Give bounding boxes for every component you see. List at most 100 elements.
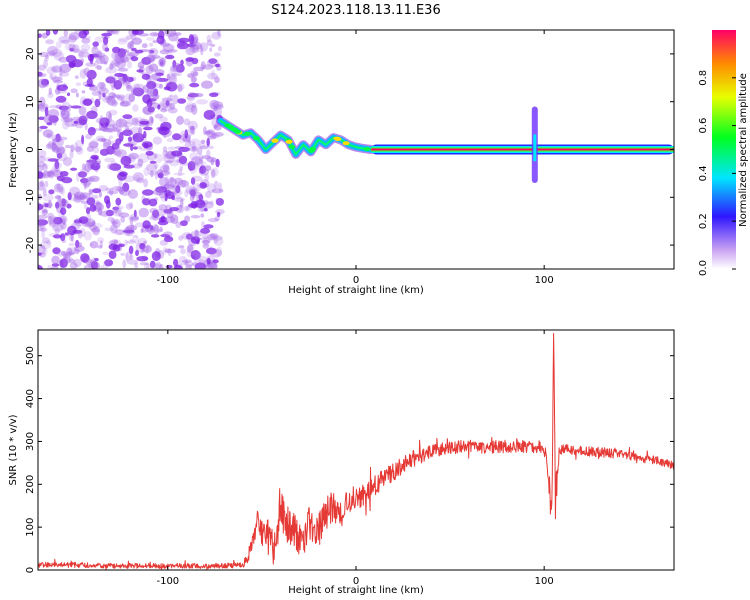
- spectrogram-noise-speckle: [59, 171, 69, 177]
- spectrogram-noise-speckle: [56, 152, 63, 159]
- spectrogram-noise-speckle: [53, 183, 64, 193]
- spectrogram-noise-speckle: [114, 72, 125, 77]
- spectrogram-noise-speckle: [69, 233, 74, 242]
- spectrogram-noise-speckle: [69, 186, 80, 196]
- spectrogram-noise-speckle: [206, 138, 210, 147]
- spectrogram-noise-speckle: [78, 51, 90, 58]
- spectrogram-noise-speckle: [62, 174, 69, 183]
- spectrogram-noise-speckle: [196, 99, 209, 105]
- spectrogram-noise-speckle: [154, 113, 164, 119]
- spectrogram-noise-speckle: [142, 189, 154, 196]
- spectrogram-noise-speckle: [200, 139, 206, 145]
- spectrogram-noise-speckle: [80, 200, 89, 204]
- spectrogram-noise-speckle: [54, 160, 60, 170]
- spectrogram-noise-speckle: [64, 232, 69, 236]
- spectrogram-noise-speckle: [51, 141, 57, 152]
- spectrogram-noise-speckle: [69, 149, 74, 159]
- spectrogram-noise-speckle: [103, 36, 109, 46]
- spectrogram-noise-speckle: [188, 244, 195, 251]
- spectrogram-noise-speckle: [187, 73, 194, 78]
- spectrogram-noise-speckle: [117, 67, 129, 72]
- spectrogram-noise-speckle: [166, 189, 172, 196]
- spectrogram-noise-speckle: [92, 220, 96, 225]
- spectrogram-noise-speckle: [213, 180, 219, 189]
- spectrogram-noise-speckle: [184, 142, 192, 148]
- spectrogram-noise-speckle: [186, 244, 194, 254]
- spectrogram-x-tick-label: 100: [535, 275, 554, 286]
- spectrogram-noise-speckle: [57, 198, 69, 209]
- spectrogram-noise-speckle: [189, 125, 195, 130]
- spectrogram-noise-speckle: [210, 103, 216, 112]
- spectrogram-noise-speckle: [38, 64, 47, 72]
- spectrogram-noise-speckle: [215, 197, 220, 203]
- spectrogram-noise-speckle: [176, 115, 184, 126]
- spectrogram-noise-speckle: [44, 156, 52, 162]
- spectrogram-noise-speckle: [130, 216, 139, 221]
- spectrogram-noise-speckle: [146, 81, 157, 90]
- spectrogram-noise-speckle: [61, 120, 70, 130]
- spectrogram-noise-speckle: [42, 187, 47, 197]
- spectrogram-noise-speckle: [38, 252, 42, 256]
- spectrogram-noise-speckle: [198, 168, 210, 176]
- spectrogram-noise-speckle: [118, 187, 125, 195]
- spectrogram-noise-speckle: [211, 188, 224, 194]
- spectrogram-noise-speckle: [165, 160, 173, 164]
- spectrogram-noise-speckle: [96, 65, 102, 70]
- spectrogram-noise-speckle: [125, 203, 134, 210]
- spectrogram-noise-speckle: [95, 117, 107, 124]
- spectrogram-noise-speckle: [47, 264, 52, 269]
- spectrogram-noise-speckle: [112, 149, 117, 155]
- spectrogram-noise-speckle: [86, 207, 91, 215]
- spectrogram-noise-speckle: [80, 48, 89, 54]
- spectrogram-noise-speckle: [177, 168, 183, 177]
- spectrogram-noise-speckle: [130, 126, 142, 136]
- spectrogram-noise-speckle: [75, 139, 85, 148]
- spectrogram-noise-speckle: [56, 250, 66, 257]
- spectrogram-noise-speckle: [94, 98, 101, 108]
- spectrogram-noise-speckle: [85, 221, 96, 227]
- colorbar: 0.0 0.2 0.4 0.6 0.8 Normalized spectral ampl…: [698, 30, 749, 276]
- spectrogram-noise-speckle: [173, 190, 183, 196]
- spectrogram-noise-speckle: [38, 33, 42, 38]
- spectrogram-noise-speckle: [162, 150, 169, 157]
- spectrogram-noise-speckle: [38, 73, 47, 78]
- spectrogram-noise-speckle: [126, 76, 134, 83]
- spectrogram-noise-speckle: [106, 124, 116, 133]
- spectrogram-noise-speckle: [85, 257, 92, 266]
- spectrogram-noise-speckle: [41, 245, 45, 249]
- spectrogram-noise-speckle: [67, 192, 72, 201]
- spectrogram-noise-speckle: [194, 262, 206, 269]
- spectrogram-noise-speckle: [140, 228, 144, 234]
- spectrogram-noise-speckle: [55, 201, 60, 209]
- spectrogram-noise-speckle: [143, 178, 149, 188]
- spectrogram-noise-speckle: [214, 63, 221, 68]
- spectrogram-noise-speckle: [61, 238, 67, 244]
- spectrogram-noise-speckle: [84, 122, 88, 131]
- spectrogram-noise-speckle: [104, 195, 110, 204]
- spectrogram-noise-speckle: [209, 92, 219, 98]
- spectrogram-noise-speckle: [79, 192, 91, 199]
- spectrogram-noise-speckle: [82, 98, 93, 106]
- spectrogram-noise-speckle: [78, 106, 87, 116]
- spectrogram-noise-speckle: [179, 138, 185, 144]
- colorbar-tick-label: 0.4: [698, 165, 709, 181]
- spectrogram-noise-speckle: [115, 145, 121, 151]
- spectrogram-noise-speckle: [152, 223, 159, 232]
- spectrogram-noise-speckle: [46, 51, 56, 57]
- spectrogram-noise-speckle: [90, 154, 99, 160]
- spectrogram-noise-speckle: [136, 177, 145, 184]
- spectrogram-noise-speckle: [168, 107, 178, 114]
- spectrogram-noise-speckle: [113, 206, 122, 215]
- spectrogram-noise-speckle: [59, 71, 70, 77]
- spectrogram-noise-speckle: [51, 65, 63, 73]
- spectrogram-noise-speckle: [119, 188, 131, 196]
- spectrogram-noise-speckle: [101, 32, 113, 37]
- spectrogram-noise-speckle: [102, 141, 110, 151]
- spectrogram-noise-speckle: [190, 236, 201, 244]
- spectrogram-noise-speckle: [126, 117, 139, 125]
- spectrogram-noise-speckle: [119, 131, 124, 142]
- spectrogram-noise-speckle: [175, 64, 185, 73]
- spectrogram-noise-speckle: [172, 133, 182, 141]
- spectrogram-noise-speckle: [74, 194, 87, 200]
- spectrogram-noise-speckle: [137, 158, 144, 167]
